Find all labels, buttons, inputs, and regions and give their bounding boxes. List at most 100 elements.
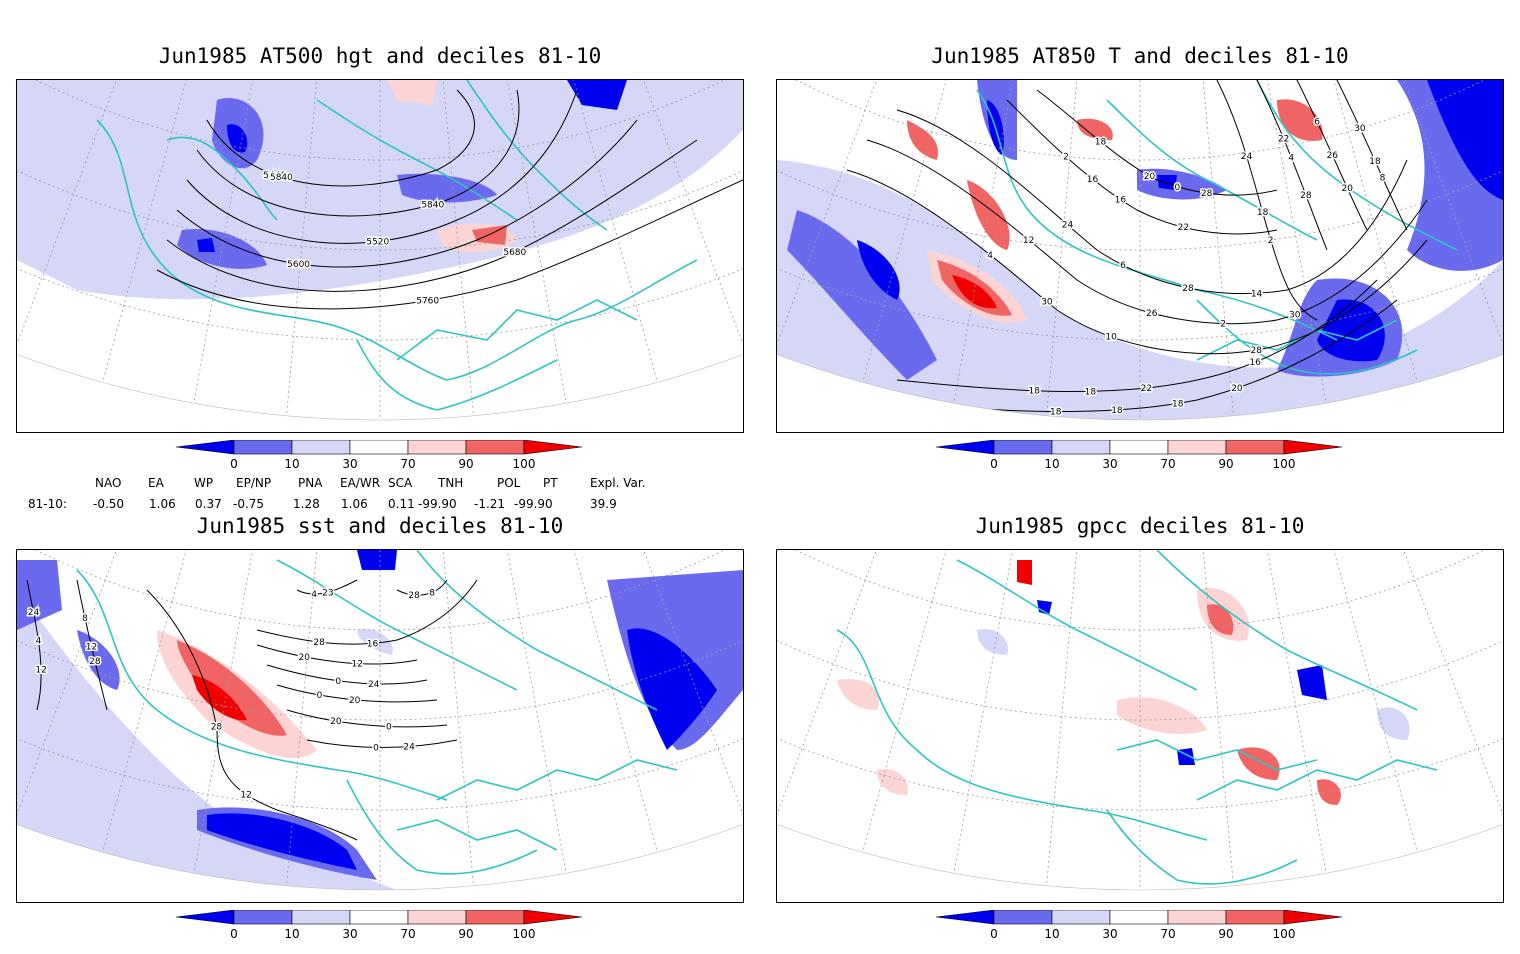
contour-line	[26, 579, 42, 711]
meridian-line	[573, 550, 658, 853]
decile-area	[627, 628, 717, 750]
meridian-line	[102, 550, 187, 853]
contour-line	[846, 169, 1428, 355]
colorbar-at500: 0 10 30 70 90 100	[170, 440, 610, 484]
contour-label: 28	[89, 657, 101, 667]
meridian-line	[1202, 80, 1234, 416]
meridian-line	[1046, 550, 1078, 886]
height-contours	[156, 89, 743, 310]
contour-label: 12	[86, 642, 97, 652]
index-header: PT	[543, 476, 558, 490]
contour-label: 18	[1085, 387, 1097, 397]
panel-title-sst: Jun1985 sst and deciles 81-10	[196, 514, 564, 538]
colorbar-gpcc: 0 10 30 70 90 100	[930, 910, 1370, 954]
coastline	[436, 759, 678, 801]
index-value: -1.21	[474, 497, 506, 511]
meridian-line	[643, 550, 743, 816]
sector-edge	[777, 354, 1503, 421]
contour-line	[156, 179, 743, 310]
decile-area	[1427, 80, 1503, 200]
contour-label: 4	[36, 637, 42, 647]
contour-label: 5680	[503, 248, 526, 258]
colorbar-segment	[1109, 910, 1169, 925]
contour-label: 18	[1111, 406, 1123, 416]
contour-label: 30	[1289, 311, 1301, 321]
contour-line	[1036, 89, 1278, 196]
sector-edge	[777, 824, 1503, 891]
meridian-line	[573, 80, 658, 383]
coastline	[956, 559, 1198, 691]
colorbar-tick-label: 0	[990, 457, 998, 471]
colorbar-segment	[175, 440, 235, 455]
contour-label: 26	[1146, 309, 1158, 319]
panel-title-at850: Jun1985 AT850 T and deciles 81-10	[931, 44, 1349, 68]
colorbar-segment	[465, 440, 525, 455]
colorbar-tick-label: 10	[1044, 457, 1060, 471]
contour-line	[176, 119, 638, 268]
contour-label: 18	[1257, 208, 1269, 218]
colorbar-segment	[935, 910, 995, 925]
contour-line	[256, 644, 418, 665]
contour-label: 0	[1175, 183, 1181, 193]
colorbar-segment	[993, 440, 1053, 455]
contour-label: 8	[429, 588, 435, 598]
contour-line	[186, 89, 578, 244]
meridian-line	[286, 550, 318, 886]
contour-line	[166, 139, 698, 292]
meridian-line	[862, 80, 947, 383]
contour-line	[306, 739, 458, 748]
index-header: Expl. Var.	[590, 476, 646, 490]
contour-label: 26	[1327, 151, 1339, 161]
decile-area	[1037, 600, 1052, 615]
contour-label: 16	[1115, 195, 1127, 205]
colorbar-segment	[1283, 440, 1343, 455]
colorbar-segment	[993, 910, 1053, 925]
graticule	[17, 80, 743, 431]
colorbar-segment	[233, 910, 293, 925]
contour-line	[1296, 80, 1368, 231]
colorbar-segment	[935, 440, 995, 455]
index-value: 39.9	[590, 497, 617, 511]
colorbar-segment	[465, 910, 525, 925]
index-header: SCA	[388, 476, 413, 490]
meridian-line	[442, 550, 474, 886]
contour-line	[896, 279, 1378, 393]
map-sst: 24 28 28 28 12 0 0 0 0 4 8 4 8 12 16 20 24 20 20 24 23 28 12 12	[17, 550, 743, 902]
map-panel-at500: 5440 5840 5520 5600 5680 5760 5840	[16, 79, 744, 433]
sector-mask	[777, 550, 1503, 902]
coastlines	[836, 550, 1438, 885]
colorbar-segment	[233, 440, 293, 455]
decile-area	[1377, 707, 1410, 740]
contour-line	[196, 89, 520, 217]
colorbar-segment	[1167, 910, 1227, 925]
contour-labels: 4262018182468101214161820222428263028262…	[986, 116, 1387, 419]
contour-label: 28	[408, 591, 420, 601]
contour-label: 12	[240, 790, 251, 800]
index-header: EA	[148, 476, 164, 490]
colorbar-segment	[407, 440, 467, 455]
contour-label: 18	[1050, 408, 1062, 418]
contour-line	[206, 89, 475, 187]
meridian-line	[1266, 80, 1327, 404]
colorbar-tick-label: 30	[1102, 457, 1118, 471]
colorbar-segment	[1167, 440, 1227, 455]
contour-label: 20	[1342, 184, 1354, 194]
contour-label: 28	[1201, 189, 1213, 199]
colorbar-sst: 0 10 30 70 90 100	[170, 910, 610, 954]
contour-line	[396, 579, 448, 596]
contour-label: 20	[330, 717, 342, 727]
contour-label: 30	[1041, 298, 1053, 308]
contour-label: 12	[1023, 236, 1034, 246]
coastline	[1196, 319, 1398, 361]
contour-label: 24	[1062, 221, 1074, 231]
meridian-line	[286, 80, 318, 416]
decile-area	[1207, 604, 1234, 635]
contour-label: 24	[368, 680, 380, 690]
decile-area	[1077, 118, 1113, 140]
contour-label: 16	[367, 639, 379, 649]
colorbar-segment	[1225, 440, 1285, 455]
colorbar-graphic	[175, 440, 583, 455]
contour-label: 24	[403, 743, 415, 753]
map-panel-gpcc	[776, 549, 1504, 903]
